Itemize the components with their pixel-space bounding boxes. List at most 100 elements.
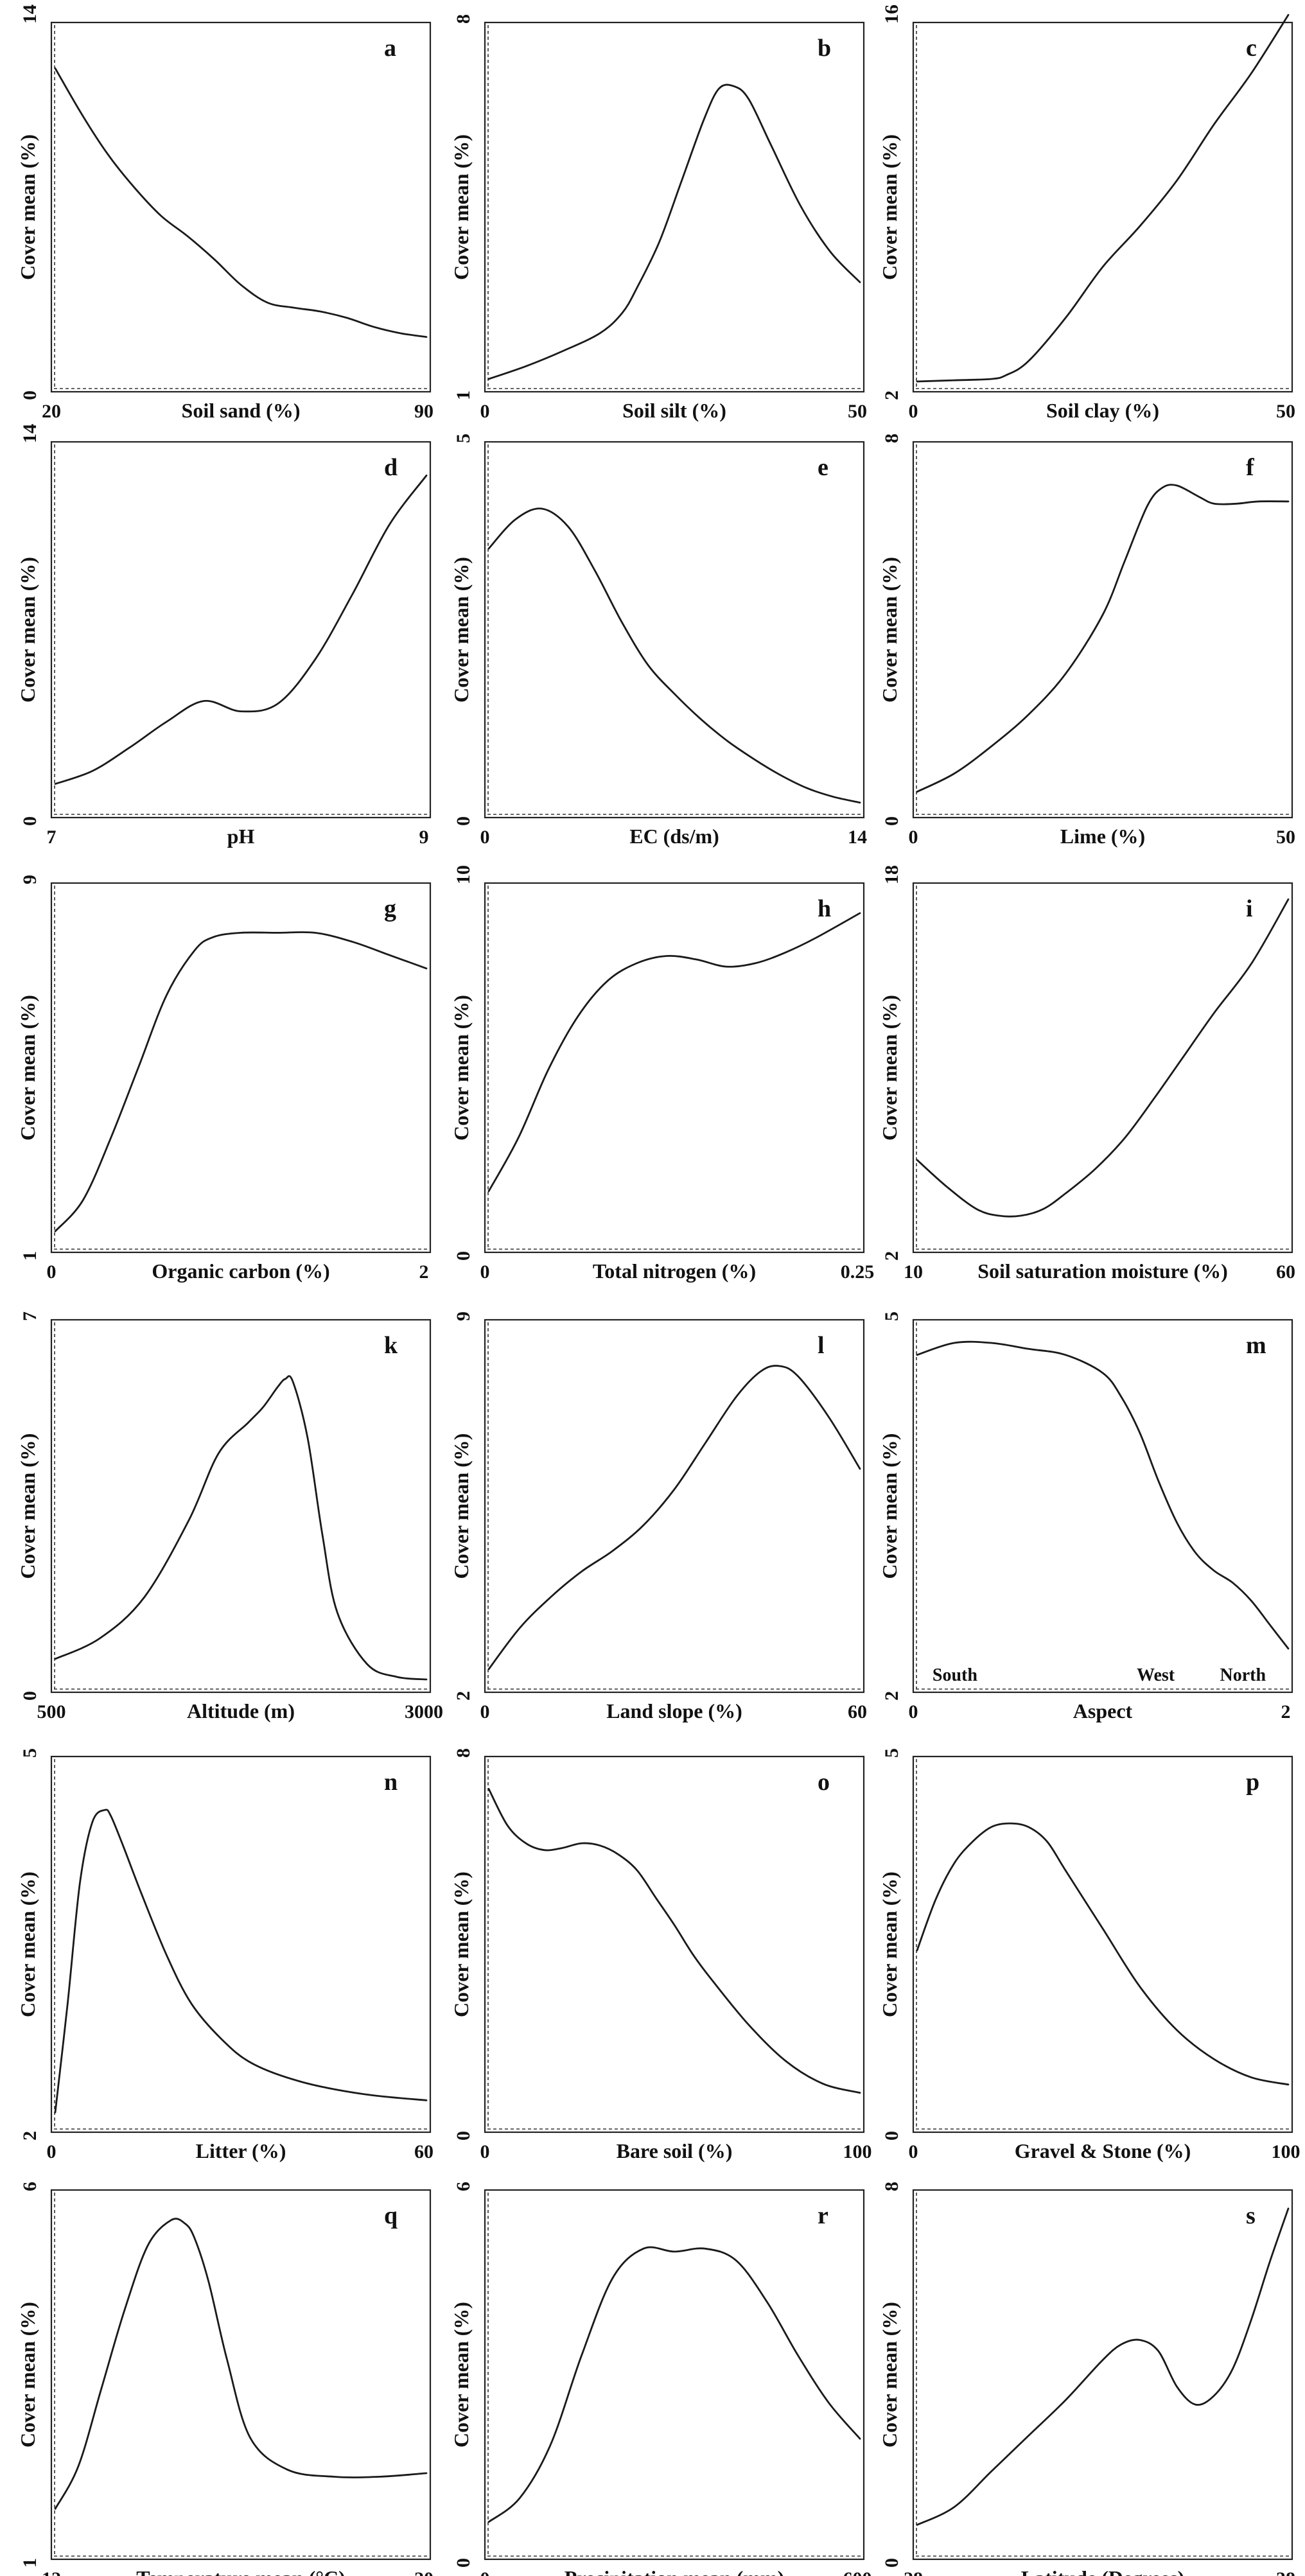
panel-letter: g (384, 895, 396, 922)
x-tick-label-max: 60 (1276, 1261, 1295, 1283)
plot-frame (912, 2189, 1293, 2561)
x-tick-label-min: 0 (47, 1261, 57, 1283)
series-line (54, 2218, 428, 2510)
x-axis-label: Aspect (1073, 1699, 1133, 1722)
x-axis-label: Litter (%) (196, 2139, 286, 2162)
y-tick-label-min: 0 (19, 390, 40, 400)
series-line (54, 67, 428, 338)
series-line (916, 898, 1290, 1218)
x-tick-label-max: 3000 (405, 1701, 443, 1722)
x-tick-label-min: 0 (480, 1701, 490, 1722)
x-axis-label: Organic carbon (%) (152, 1259, 329, 1283)
x-tick-label-max: 20 (414, 2568, 434, 2576)
y-axis-label: Cover mean (%) (878, 2302, 901, 2448)
x-tick-label-min: 0 (909, 2141, 918, 2162)
y-tick-label-max: 6 (453, 2182, 474, 2191)
y-axis-label: Cover mean (%) (450, 995, 473, 1141)
plot-frame (912, 1319, 1293, 1694)
y-tick-label-max: 5 (19, 1748, 40, 1758)
panel-letter: o (818, 1769, 830, 1796)
x-tick-label-min: 10 (904, 1261, 923, 1283)
y-tick-label-min: 0 (453, 2131, 474, 2141)
y-tick-label-max: 18 (881, 865, 902, 884)
category-label-west: West (1137, 1665, 1175, 1685)
y-tick-label-max: 5 (881, 1748, 902, 1758)
x-tick-label-max: 60 (414, 2141, 434, 2162)
y-tick-label-min: 2 (881, 1691, 902, 1701)
plot-frame (912, 1755, 1293, 2134)
plot-frame (912, 441, 1293, 819)
plot-frame (484, 882, 865, 1254)
series-line (487, 1788, 861, 2094)
plot-frame (912, 21, 1293, 393)
series-line (916, 1822, 1290, 2086)
y-tick-label-min: 0 (453, 1251, 474, 1261)
x-tick-label-max: 50 (1276, 827, 1295, 848)
series-line (487, 912, 861, 1193)
y-axis-label: Cover mean (%) (16, 134, 39, 280)
series-line (916, 484, 1290, 793)
plot-frame (484, 2189, 865, 2561)
x-axis-label: Lime (%) (1060, 825, 1145, 848)
y-tick-label-max: 5 (453, 434, 474, 443)
x-tick-label-min: 0 (909, 1701, 918, 1722)
x-tick-label-max: 50 (848, 401, 867, 422)
panel-letter: a (384, 35, 396, 62)
series-line (54, 475, 428, 785)
y-tick-label-max: 7 (19, 1311, 40, 1321)
panel-letter: e (818, 454, 828, 481)
x-axis-label: pH (227, 825, 255, 848)
panel-letter: b (818, 35, 831, 62)
x-axis-label: Soil clay (%) (1046, 399, 1159, 422)
category-label-north: North (1220, 1665, 1266, 1685)
y-tick-label-min: 0 (881, 2131, 902, 2141)
y-tick-label-min: 0 (453, 816, 474, 826)
y-tick-label-max: 8 (453, 1748, 474, 1758)
x-axis-label: Altitude (m) (187, 1699, 295, 1722)
panel-letter: p (1246, 1769, 1259, 1796)
series-line (487, 83, 861, 380)
x-tick-label-max: 600 (843, 2568, 872, 2576)
series-line (54, 931, 428, 1232)
y-axis-label: Cover mean (%) (450, 134, 473, 280)
y-axis-label: Cover mean (%) (878, 134, 901, 280)
plot-frame (484, 1319, 865, 1694)
y-tick-label-max: 8 (881, 434, 902, 443)
series-line (487, 2246, 861, 2523)
y-axis-label: Cover mean (%) (450, 1433, 473, 1579)
y-tick-label-min: 1 (19, 2558, 40, 2568)
y-axis-label: Cover mean (%) (878, 1433, 901, 1579)
y-axis-label: Cover mean (%) (450, 2302, 473, 2448)
x-axis-label: Temperature mean (°C) (136, 2566, 346, 2576)
x-tick-label-min: 0 (480, 401, 490, 422)
panel-letter: i (1246, 895, 1253, 922)
panel-letter: h (818, 895, 831, 922)
panel-letter: n (384, 1769, 398, 1796)
panel-letter: d (384, 454, 398, 481)
y-tick-label-max: 8 (881, 2182, 902, 2191)
x-tick-label-max: 100 (843, 2141, 872, 2162)
y-tick-label-min: 0 (881, 2558, 902, 2568)
x-axis-label: Soil silt (%) (622, 399, 726, 422)
y-axis-label: Cover mean (%) (878, 995, 901, 1141)
y-axis-label: Cover mean (%) (16, 995, 39, 1141)
x-tick-label-max: 90 (414, 401, 434, 422)
x-tick-label-min: 0 (480, 2568, 490, 2576)
x-tick-label-min: 0 (909, 827, 918, 848)
x-tick-label-max: 50 (1276, 401, 1295, 422)
x-tick-label-max: 14 (848, 827, 867, 848)
y-tick-label-min: 2 (19, 2131, 40, 2141)
x-tick-label-min: 0 (909, 401, 918, 422)
y-axis-label: Cover mean (%) (16, 1871, 39, 2017)
x-axis-label: Latitude (Degrees) (1021, 2566, 1184, 2576)
